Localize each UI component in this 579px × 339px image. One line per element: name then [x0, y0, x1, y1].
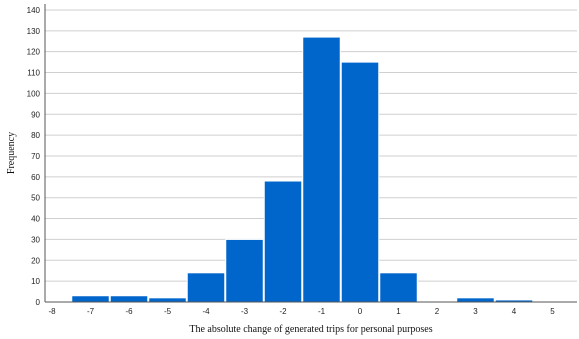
- y-axis-title: Frequency: [6, 132, 17, 174]
- x-tick-label: -2: [279, 307, 287, 316]
- y-tick-label: 80: [31, 131, 40, 140]
- y-tick-label: 40: [31, 215, 40, 224]
- x-tick-label: -6: [125, 307, 133, 316]
- histogram-bar: [186, 272, 226, 303]
- x-tick-label: 2: [435, 307, 440, 316]
- y-tick-label: 100: [27, 89, 41, 98]
- x-tick-label: 5: [550, 307, 555, 316]
- x-tick-labels: -8 -7 -6 -5 -4 -3 -2 -1 0 1 2 3 4 5: [48, 307, 555, 316]
- histogram-bar: [379, 272, 418, 303]
- x-tick-label: -3: [241, 307, 249, 316]
- x-tick-label: 3: [473, 307, 478, 316]
- y-tick-label: 120: [27, 48, 41, 57]
- x-tick-label: 0: [358, 307, 363, 316]
- x-tick-label: 1: [396, 307, 401, 316]
- y-tick-label: 30: [31, 235, 40, 244]
- x-tick-label: -8: [48, 307, 56, 316]
- y-tick-labels: 0 10 20 30 40 50 60 70 80 90 100 110 120 130 140: [27, 6, 41, 307]
- y-tick-label: 90: [31, 110, 40, 119]
- y-tick-label: 110: [27, 69, 40, 78]
- bars: [71, 36, 534, 303]
- histogram-bar: [263, 180, 303, 303]
- histogram-bar: [109, 295, 149, 303]
- y-tick-label: 60: [31, 173, 40, 182]
- histogram-bar: [340, 61, 380, 303]
- x-axis-title: The absolute change of generated trips f…: [189, 324, 432, 335]
- x-tick-label: 4: [512, 307, 517, 316]
- x-tick-label: -1: [318, 307, 326, 316]
- y-tick-label: 70: [31, 152, 40, 161]
- histogram-bar: [148, 297, 187, 303]
- x-tick-label: -4: [202, 307, 210, 316]
- x-tick-label: -7: [87, 307, 95, 316]
- histogram-bar: [456, 297, 495, 303]
- axes: [44, 4, 577, 303]
- histogram-bar: [225, 238, 264, 303]
- y-tick-label: 130: [27, 27, 41, 36]
- y-tick-label: 140: [27, 6, 41, 15]
- y-tick-label: 0: [36, 298, 41, 307]
- x-tick-label: -5: [164, 307, 172, 316]
- y-tick-label: 20: [31, 256, 40, 265]
- histogram-bar: [71, 295, 110, 303]
- histogram-bar: [302, 36, 341, 303]
- y-tick-label: 50: [31, 194, 40, 203]
- y-tick-label: 10: [31, 277, 40, 286]
